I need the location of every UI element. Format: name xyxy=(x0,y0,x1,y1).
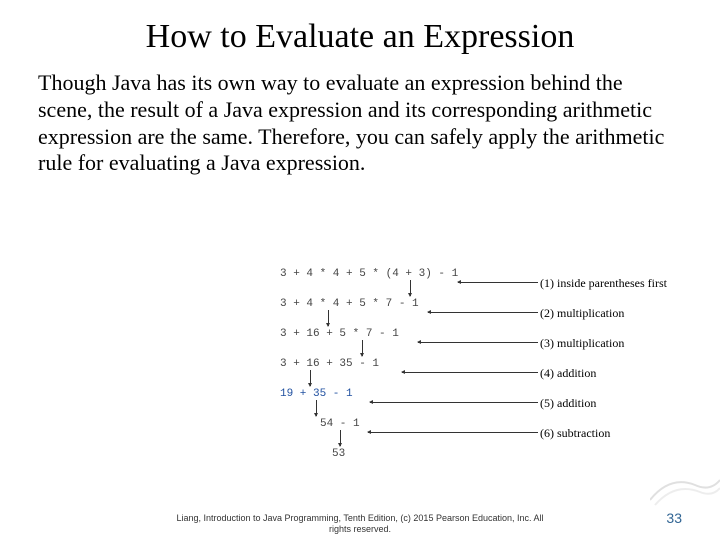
arrow-down-icon xyxy=(362,340,363,356)
step-row: 54 - 1 (6) subtraction xyxy=(280,418,700,448)
arrow-down-icon xyxy=(310,370,311,386)
page-number: 33 xyxy=(666,510,682,526)
expr-3: 3 + 16 + 35 - 1 xyxy=(280,358,379,370)
note-2: (2) multiplication xyxy=(540,306,624,321)
arrow-left-icon xyxy=(428,312,538,313)
slide-title: How to Evaluate an Expression xyxy=(36,18,684,56)
footer-line-1: Liang, Introduction to Java Programming,… xyxy=(176,513,543,523)
arrow-down-icon xyxy=(340,430,341,446)
step-row: 3 + 4 * 4 + 5 * (4 + 3) - 1 (1) inside p… xyxy=(280,268,700,298)
arrow-down-icon xyxy=(316,400,317,416)
expr-5: 54 - 1 xyxy=(320,418,360,430)
expr-4: 19 + 35 - 1 xyxy=(280,388,353,400)
expr-6: 53 xyxy=(332,448,345,460)
note-1: (1) inside parentheses first xyxy=(540,276,667,291)
expr-2: 3 + 16 + 5 * 7 - 1 xyxy=(280,328,399,340)
arrow-left-icon xyxy=(368,432,538,433)
evaluation-diagram: 3 + 4 * 4 + 5 * (4 + 3) - 1 (1) inside p… xyxy=(280,268,700,478)
note-5: (5) addition xyxy=(540,396,596,411)
note-6: (6) subtraction xyxy=(540,426,610,441)
arrow-left-icon xyxy=(402,372,538,373)
footer: Liang, Introduction to Java Programming,… xyxy=(0,513,720,534)
arrow-left-icon xyxy=(418,342,538,343)
slide-body-text: Though Java has its own way to evaluate … xyxy=(38,70,682,177)
slide: How to Evaluate an Expression Though Jav… xyxy=(0,0,720,540)
step-row: 3 + 16 + 5 * 7 - 1 (3) multiplication xyxy=(280,328,700,358)
arrow-left-icon xyxy=(458,282,538,283)
note-4: (4) addition xyxy=(540,366,596,381)
note-3: (3) multiplication xyxy=(540,336,624,351)
step-row: 3 + 4 * 4 + 5 * 7 - 1 (2) multiplication xyxy=(280,298,700,328)
expr-0: 3 + 4 * 4 + 5 * (4 + 3) - 1 xyxy=(280,268,458,280)
footer-line-2: rights reserved. xyxy=(329,524,391,534)
expr-1: 3 + 4 * 4 + 5 * 7 - 1 xyxy=(280,298,419,310)
arrow-down-icon xyxy=(410,280,411,296)
arrow-down-icon xyxy=(328,310,329,326)
arrow-left-icon xyxy=(370,402,538,403)
step-row: 53 xyxy=(280,448,700,478)
step-row: 19 + 35 - 1 (5) addition xyxy=(280,388,700,418)
step-row: 3 + 16 + 35 - 1 (4) addition xyxy=(280,358,700,388)
